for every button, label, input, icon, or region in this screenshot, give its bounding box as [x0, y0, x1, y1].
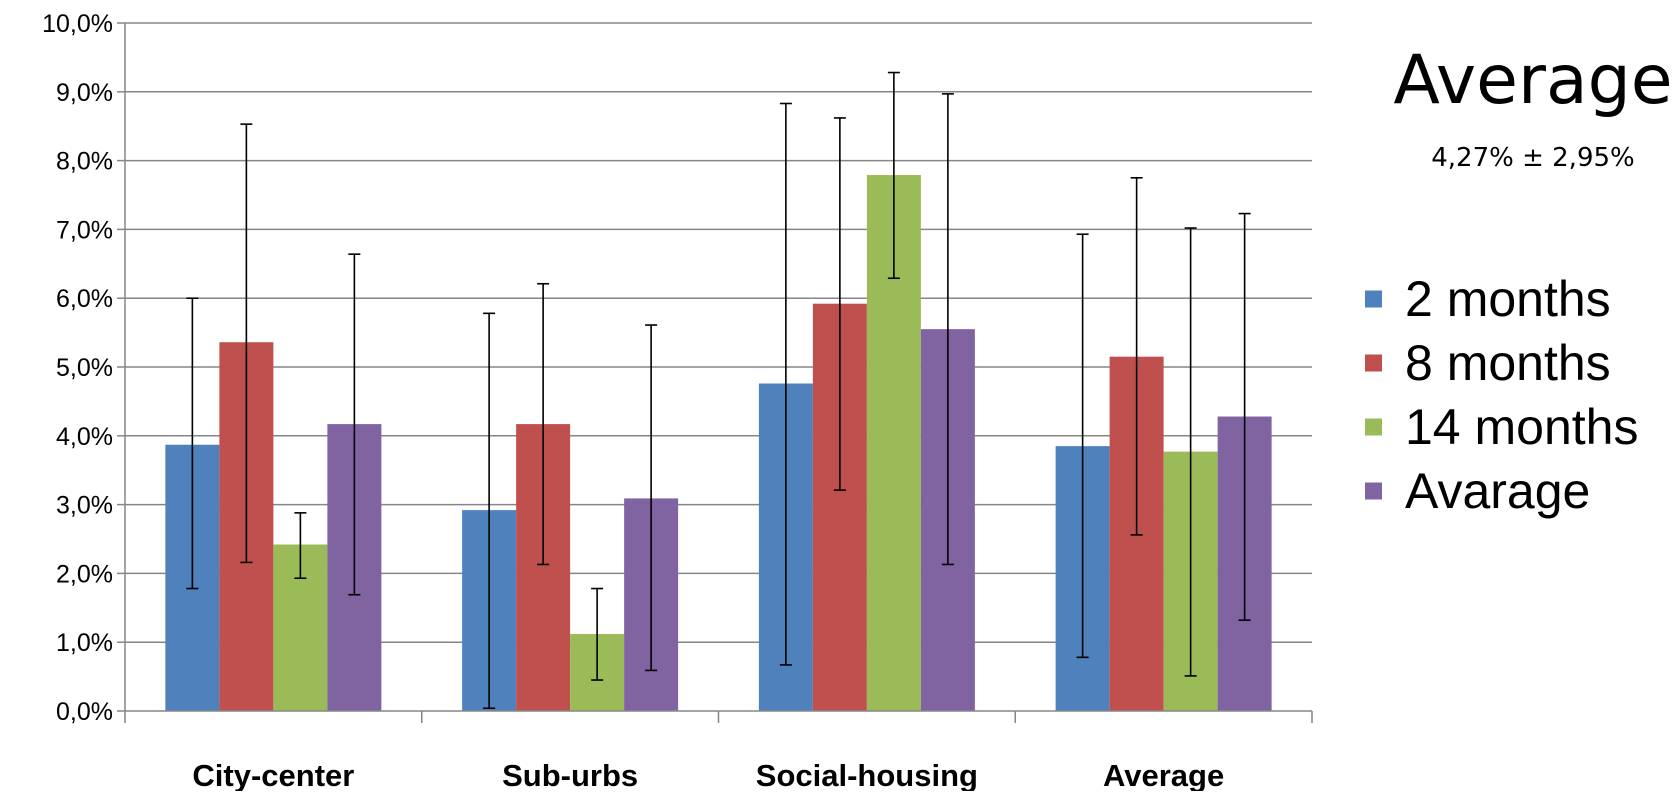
category-labels: City-center Sub-urbs Social-housing Average	[192, 758, 1224, 793]
legend: 2 months 8 months 14 months Avarage	[1365, 271, 1638, 519]
y-tick-label: 9,0%	[56, 79, 113, 107]
annotation-subtitle: 4,27% ± 2,95%	[1431, 143, 1635, 173]
y-tick-label: 10,0%	[42, 10, 113, 38]
y-tick-label: 1,0%	[56, 629, 113, 657]
y-tick-label: 4,0%	[56, 423, 113, 451]
legend-swatch	[1365, 354, 1382, 372]
y-tick-labels: 0,0% 1,0% 2,0% 3,0% 4,0% 5,0% 6,0% 7,0% 8,0% 9,0%…	[42, 10, 113, 726]
average-annotation: Average 4,27% ± 2,95%	[1393, 41, 1672, 173]
legend-item: Avarage	[1365, 463, 1590, 519]
error-bars	[186, 71, 1251, 710]
legend-item: 8 months	[1365, 335, 1611, 391]
y-tick-label: 3,0%	[56, 492, 113, 520]
legend-item: 2 months	[1365, 271, 1611, 327]
bars	[165, 175, 1272, 712]
legend-label: 2 months	[1405, 271, 1611, 327]
legend-swatch	[1365, 290, 1382, 308]
y-tick-label: 8,0%	[56, 148, 113, 176]
y-tick-label: 5,0%	[56, 354, 113, 382]
category-label: Average	[1103, 758, 1224, 791]
axes	[124, 23, 1313, 723]
y-tick-label: 2,0%	[56, 560, 113, 588]
y-tick-label: 7,0%	[56, 216, 113, 244]
annotation-title: Average	[1393, 41, 1672, 120]
legend-item: 14 months	[1365, 399, 1638, 455]
y-tick-label: 6,0%	[56, 285, 113, 313]
category-label: City-center	[192, 758, 354, 791]
legend-label: Avarage	[1405, 463, 1590, 519]
y-tick-label: 0,0%	[56, 698, 113, 726]
legend-swatch	[1365, 482, 1382, 500]
legend-label: 8 months	[1405, 335, 1611, 391]
legend-swatch	[1365, 418, 1382, 436]
category-label: Sub-urbs	[502, 758, 638, 791]
category-label: Social-housing	[756, 758, 978, 791]
legend-label: 14 months	[1405, 399, 1638, 455]
